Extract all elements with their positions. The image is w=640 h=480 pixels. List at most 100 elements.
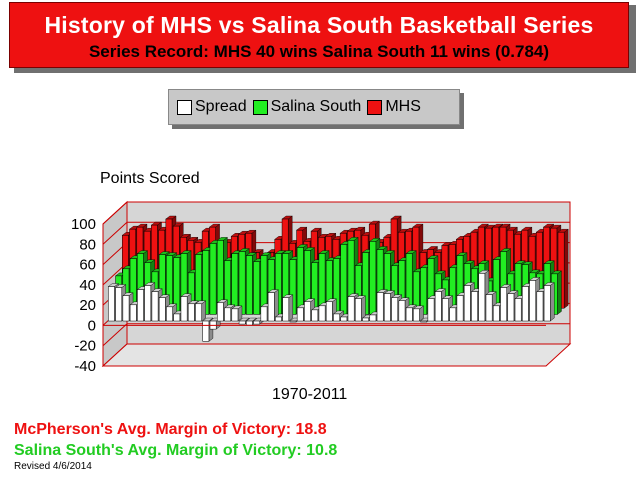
bar-front — [434, 291, 442, 322]
bar-front — [166, 306, 173, 322]
bar-front — [260, 306, 268, 322]
bar-front — [253, 261, 260, 315]
y-tick-label: 20 — [79, 297, 96, 314]
y-tick-label: 0 — [88, 317, 96, 334]
bar-spread — [165, 303, 178, 322]
bar-front — [151, 291, 159, 322]
bar-front — [362, 317, 369, 322]
legend: Spread Salina South MHS — [168, 89, 460, 125]
bar-front — [187, 303, 195, 322]
bar-front — [420, 320, 428, 323]
floor — [101, 343, 572, 367]
bar-front — [137, 289, 144, 322]
bar-front — [289, 320, 297, 323]
bar-front — [449, 307, 457, 322]
bar-front — [405, 307, 413, 322]
bar-front — [536, 291, 544, 322]
south-avg-margin: Salina South's Avg. Margin of Victory: 1… — [14, 442, 338, 459]
series-record: Series Record: MHS 40 wins Salina South … — [88, 42, 550, 61]
bar-front — [180, 296, 188, 322]
bar-front — [485, 294, 493, 322]
bar-spread — [231, 305, 243, 322]
legend-label-mhs: MHS — [385, 98, 421, 115]
legend-label-salina-south: Salina South — [270, 98, 362, 115]
bar-front — [500, 287, 507, 322]
bar-front — [347, 296, 355, 322]
y-tick-label: -40 — [74, 358, 96, 375]
bar-spread — [282, 294, 294, 322]
left-gridline — [102, 221, 128, 245]
bar-spread — [267, 289, 279, 322]
bar-front — [267, 292, 275, 322]
bar-side — [550, 282, 555, 322]
bar-front — [427, 298, 435, 322]
legend-item-mhs: MHS — [367, 98, 421, 116]
bar-front — [231, 308, 239, 322]
bar-front — [376, 292, 384, 322]
bar-front — [514, 298, 522, 322]
legend-label-spread: Spread — [195, 98, 247, 115]
bar-front — [108, 286, 115, 322]
bar-front — [391, 297, 398, 322]
bar-front — [238, 320, 246, 325]
bar-front — [529, 280, 536, 322]
bar-front — [253, 320, 261, 325]
left-gridline — [102, 201, 128, 225]
bar-front — [355, 298, 362, 322]
legend-item-salina-south: Salina South — [252, 98, 362, 116]
bar-front — [333, 313, 340, 322]
title-banner: History of MHS vs Salina South Basketbal… — [9, 2, 629, 68]
bar-front — [492, 305, 500, 322]
bar-front — [325, 301, 333, 322]
bar-front — [282, 297, 290, 322]
y-tick-label: 60 — [79, 257, 96, 274]
bar-front — [296, 247, 304, 315]
bar-front — [115, 287, 123, 322]
bar-front — [463, 285, 471, 322]
bar-front — [340, 316, 348, 322]
bar-front — [122, 295, 130, 322]
bar-side — [557, 270, 562, 315]
bar-front — [507, 293, 515, 322]
bar-spread — [354, 295, 367, 322]
bar-front — [275, 316, 282, 322]
bar-front — [369, 241, 377, 315]
bar-front — [129, 304, 137, 322]
y-axis-title: Points Scored — [100, 170, 200, 187]
bar-front — [246, 320, 253, 326]
bar-front — [369, 314, 377, 322]
mhs-avg-margin: McPherson's Avg. Margin of Victory: 18.8 — [14, 421, 327, 438]
bar-side — [563, 228, 569, 309]
y-tick-label: 100 — [71, 216, 96, 233]
bar-front — [144, 285, 152, 322]
bar-front — [238, 251, 246, 315]
bar-side — [201, 300, 206, 322]
chart-main-title: History of MHS vs Salina South Basketbal… — [44, 12, 594, 38]
bar-front — [195, 303, 202, 322]
bar-front — [173, 313, 181, 322]
bar-front — [398, 300, 406, 322]
legend-swatch-mhs — [367, 99, 383, 115]
bar-front — [384, 293, 391, 322]
bar-front — [456, 295, 464, 322]
bar-front — [202, 320, 210, 342]
bar-front — [158, 297, 166, 322]
bar-front — [318, 305, 326, 322]
bar-front — [478, 273, 486, 322]
bar-front — [543, 285, 551, 322]
bar-front — [304, 301, 311, 322]
bar-front — [442, 298, 449, 322]
legend-swatch-spread — [177, 99, 192, 115]
revised-date: Revised 4/6/2014 — [14, 461, 92, 472]
left-gridline — [102, 323, 128, 347]
y-tick-label: 80 — [79, 236, 96, 253]
y-tick-label: -20 — [74, 338, 96, 355]
bar-front — [246, 255, 253, 315]
bar-front — [471, 291, 478, 322]
bar-spread — [194, 300, 207, 322]
legend-item-spread: Spread — [177, 98, 247, 116]
bar-front — [209, 243, 217, 315]
bar-front — [296, 307, 304, 322]
bar-front — [311, 309, 319, 322]
